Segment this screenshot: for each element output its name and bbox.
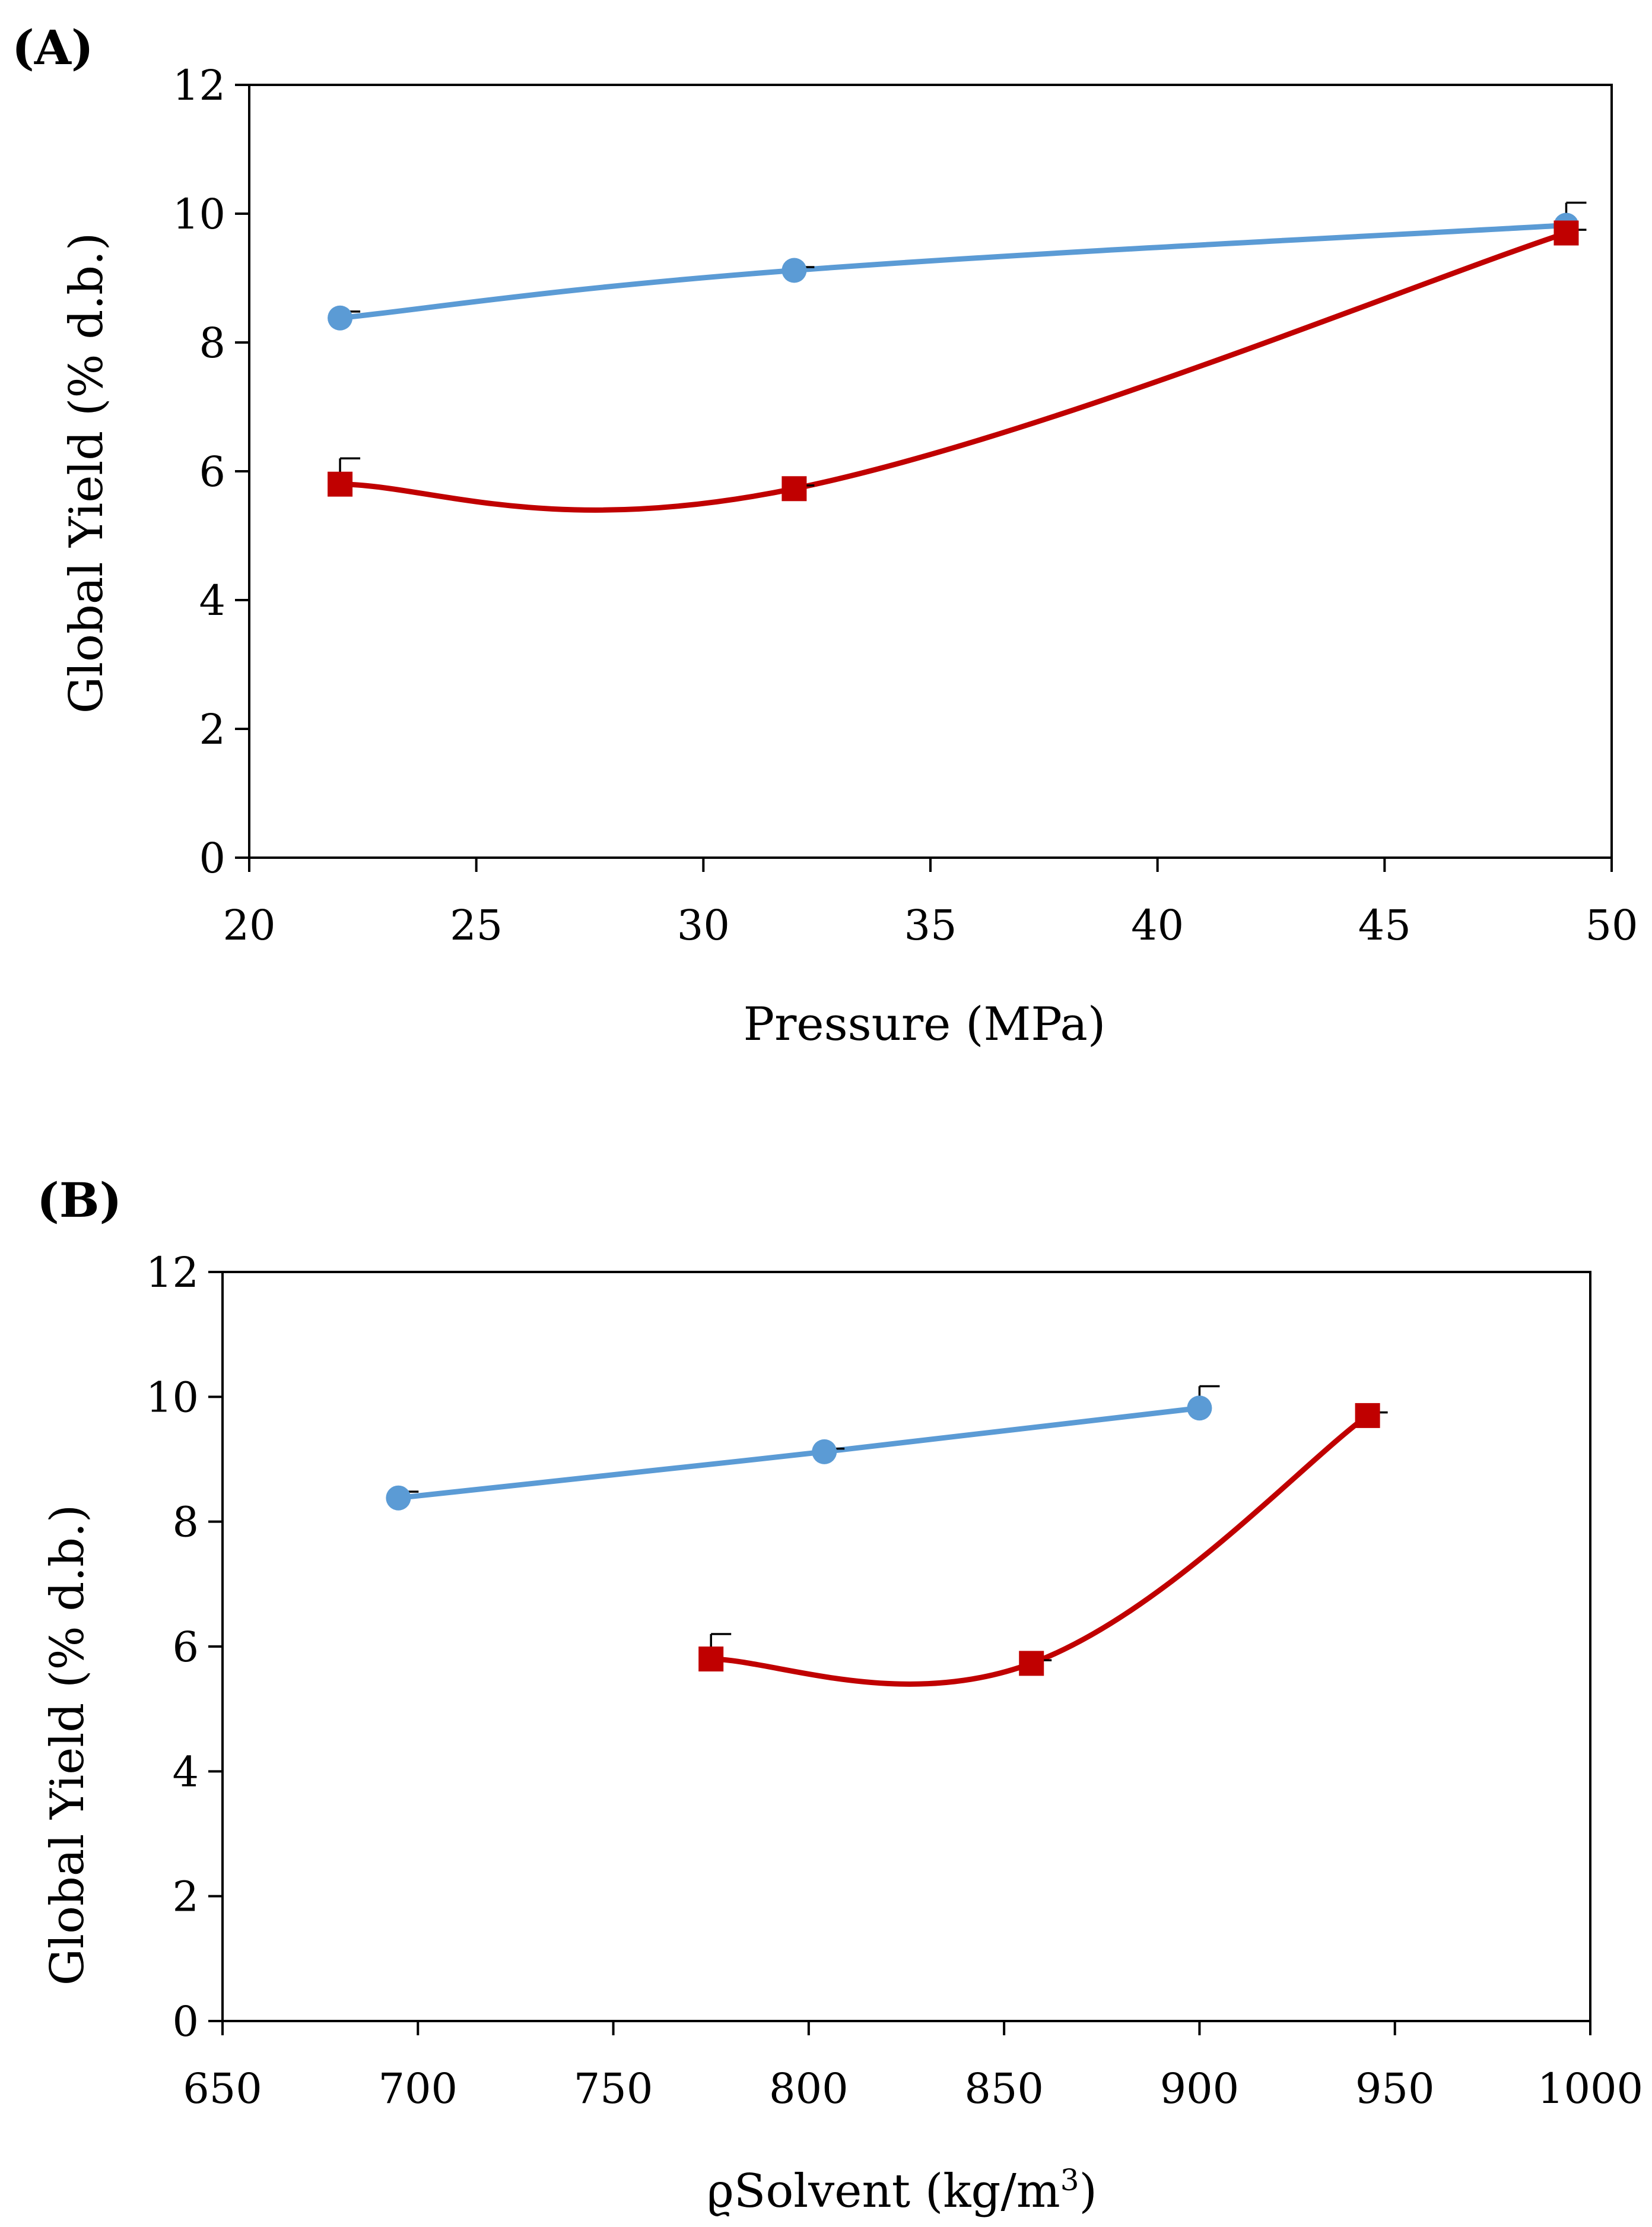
x-axis-title-b: ϱSolvent (kg/m3) xyxy=(707,2163,1097,2218)
y-tick-label-b: 4 xyxy=(172,1747,199,1796)
panel-label-a: (A) xyxy=(12,20,94,75)
x-tick-label-a: 25 xyxy=(450,901,503,950)
x-tick-label-b: 950 xyxy=(1355,2064,1435,2113)
x-tick-label-a: 35 xyxy=(904,901,957,950)
data-point-series-2-b xyxy=(698,1647,724,1672)
panel-label-b: (B) xyxy=(37,1172,122,1228)
x-tick-label-a: 40 xyxy=(1131,901,1184,950)
data-point-series-1-a xyxy=(781,258,807,283)
y-tick-label-b: 10 xyxy=(146,1373,199,1422)
x-tick-label-a: 45 xyxy=(1358,901,1411,950)
x-axis-title-a: Pressure (MPa) xyxy=(744,998,1106,1051)
y-tick-label-a: 2 xyxy=(199,705,225,754)
x-tick-label-a: 20 xyxy=(223,901,275,950)
data-point-series-2-a xyxy=(1553,220,1579,246)
y-tick-label-a: 4 xyxy=(199,576,225,625)
y-tick-label-a: 6 xyxy=(199,448,225,496)
data-point-series-1-b xyxy=(1187,1395,1212,1421)
series-line-series-2-a xyxy=(340,230,1567,513)
plot-frame-b xyxy=(221,1271,1591,2022)
y-tick-label-a: 12 xyxy=(173,61,225,110)
x-tick-label-a: 30 xyxy=(677,901,730,950)
x-tick-label-b: 800 xyxy=(769,2064,849,2113)
x-axis-title-b-end: ) xyxy=(1079,2165,1097,2218)
x-tick-label-b: 850 xyxy=(964,2064,1044,2113)
plot-area-a: 0 2 4 6 8 10 12 20 25 30 35 40 45 50 xyxy=(173,61,1638,950)
y-axis-title-b: Global Yield (% d.b.) xyxy=(41,1505,94,1986)
y-tick-label-b: 6 xyxy=(172,1623,199,1671)
x-tick-label-b: 900 xyxy=(1160,2064,1240,2113)
y-tick-label-b: 8 xyxy=(172,1498,199,1547)
series-line-series-1-a xyxy=(339,223,1567,321)
y-tick-label-a: 10 xyxy=(173,190,225,239)
x-tick-label-a: 50 xyxy=(1585,901,1638,950)
data-point-series-2-b xyxy=(1019,1651,1044,1676)
x-tick-label-b: 750 xyxy=(574,2064,653,2113)
y-tick-label-a: 8 xyxy=(199,319,225,367)
data-point-series-2-b xyxy=(1355,1403,1380,1428)
data-point-series-1-b xyxy=(386,1485,411,1511)
plot-area-b: 0 2 4 6 8 10 12 650 700 750 800 850 900 950 1000 xyxy=(146,1248,1643,2113)
data-point-series-1-a xyxy=(328,305,353,331)
x-tick-label-b: 1000 xyxy=(1537,2064,1643,2113)
data-point-series-2-a xyxy=(781,476,807,502)
x-axis-title-b-main: ϱSolvent (kg/m xyxy=(707,2165,1060,2218)
x-tick-label-b: 650 xyxy=(183,2064,262,2113)
y-tick-label-a: 0 xyxy=(199,834,225,883)
plot-frame-a xyxy=(248,84,1613,859)
y-tick-label-b: 12 xyxy=(146,1248,199,1297)
y-tick-label-b: 0 xyxy=(172,1997,199,2046)
x-axis-title-b-sup: 3 xyxy=(1060,2163,1079,2197)
y-tick-label-b: 2 xyxy=(172,1873,199,1921)
series-line-series-1-b xyxy=(398,1405,1200,1501)
chart-a: (A) Global Yield (% d.b.) Pressure (MPa)… xyxy=(12,20,1638,1051)
chart-b: (B) Global Yield (% d.b.) ϱSolvent (kg/m… xyxy=(37,1172,1643,2218)
data-point-series-1-b xyxy=(812,1439,837,1464)
x-tick-label-b: 700 xyxy=(378,2064,458,2113)
data-point-series-2-a xyxy=(328,471,353,497)
y-axis-title-a: Global Yield (% d.b.) xyxy=(60,233,113,714)
